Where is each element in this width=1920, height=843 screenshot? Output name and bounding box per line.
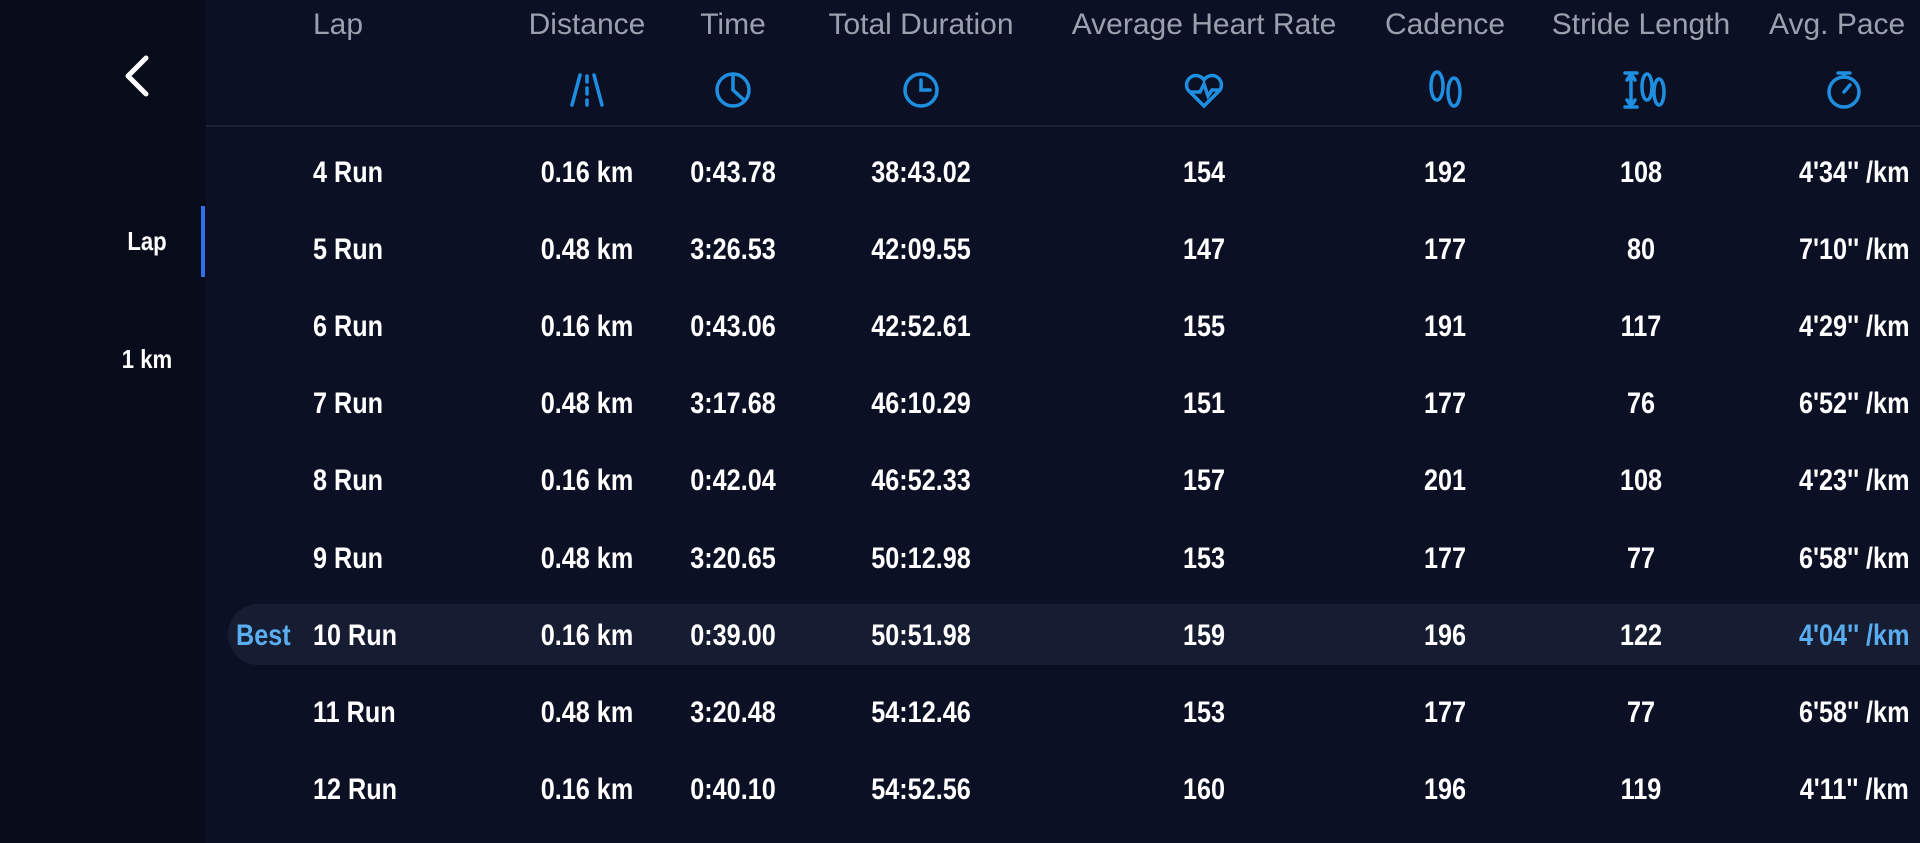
heart-rate-icon: [1184, 73, 1224, 109]
column-header: Avg. Pace: [1769, 8, 1906, 41]
table-cell: 196: [1423, 618, 1467, 652]
table-cell: 0.16 km: [540, 310, 634, 344]
table-cell: 4'29'' /km: [1798, 310, 1909, 344]
table-cell: 154: [1182, 156, 1226, 189]
table-cell: 157: [1182, 464, 1226, 498]
table-cell: 6 Run: [313, 310, 384, 344]
header-divider: [206, 125, 1920, 127]
table-cell: 177: [1423, 695, 1467, 729]
table-cell: 153: [1182, 541, 1226, 575]
duration-icon: [903, 72, 939, 108]
table-cell: 7'10'' /km: [1798, 233, 1909, 267]
table-cell: 191: [1423, 310, 1467, 344]
table-cell: 6'58'' /km: [1798, 541, 1909, 575]
tab-indicator: [201, 206, 205, 277]
table-cell: 50:51.98: [871, 618, 971, 652]
best-row-highlight: [228, 604, 1920, 665]
column-header: Lap: [313, 8, 364, 41]
column-header: Stride Length: [1551, 8, 1731, 41]
table-cell: 177: [1423, 233, 1467, 267]
table-cell: 4'34'' /km: [1798, 156, 1909, 189]
table-cell: 4'23'' /km: [1798, 464, 1909, 498]
time-icon: [715, 72, 751, 108]
table-cell: 0.48 km: [540, 695, 634, 729]
table-cell: 46:10.29: [871, 387, 971, 421]
table-cell: 0.48 km: [540, 233, 634, 267]
table-cell: 153: [1182, 695, 1226, 729]
table-cell: 177: [1423, 541, 1467, 575]
table-cell: 4 Run: [313, 156, 384, 189]
table-cell: 0:43.06: [690, 310, 776, 344]
table-cell: 160: [1182, 772, 1226, 806]
table-cell: 177: [1423, 387, 1467, 421]
table-cell: 201: [1423, 464, 1467, 498]
table-cell: 192: [1423, 156, 1467, 189]
table-cell: 9 Run: [313, 541, 384, 575]
table-cell: 122: [1619, 618, 1663, 652]
table-cell: 77: [1626, 541, 1656, 575]
distance-icon: [570, 73, 604, 107]
table-cell: 117: [1620, 310, 1662, 344]
sidebar-tab[interactable]: Lap: [127, 226, 167, 256]
stride-icon: [1623, 70, 1666, 110]
table-cell: 0.48 km: [540, 541, 634, 575]
table-cell: 76: [1626, 387, 1656, 421]
table-cell: 11 Run: [313, 695, 396, 729]
column-header: Average Heart Rate: [1071, 8, 1337, 41]
table-cell: 0:39.00: [690, 618, 776, 652]
table-cell: 54:52.56: [871, 772, 971, 806]
table-cell: 7 Run: [313, 387, 384, 421]
table-cell: 54:12.46: [871, 695, 971, 729]
table-cell: 42:09.55: [871, 233, 971, 267]
best-badge: Best: [236, 618, 291, 652]
table-cell: 155: [1182, 310, 1226, 344]
sidebar-tab[interactable]: 1 km: [121, 344, 173, 374]
table-cell: 0.16 km: [540, 618, 634, 652]
table-cell: 4'11'' /km: [1799, 772, 1909, 806]
table-cell: 38:43.02: [871, 156, 971, 189]
table-cell: 196: [1423, 772, 1467, 806]
table-cell: 80: [1626, 233, 1656, 267]
column-header: Distance: [528, 8, 646, 41]
table-cell: 0:42.04: [690, 464, 776, 498]
column-header: Total Duration: [828, 8, 1014, 41]
table-cell: 108: [1619, 156, 1663, 189]
column-icons: [570, 70, 1861, 110]
table-cell: 147: [1182, 233, 1226, 267]
table-cell: 0.16 km: [540, 772, 634, 806]
table-cell: 3:26.53: [690, 233, 776, 267]
table-cell: 77: [1626, 695, 1656, 729]
table-cell: 6'58'' /km: [1798, 695, 1909, 729]
table-cell: 8 Run: [313, 464, 384, 498]
column-header: Cadence: [1384, 8, 1506, 41]
back-button[interactable]: [120, 54, 154, 98]
table-cell: 159: [1182, 618, 1226, 652]
table-cell: 3:17.68: [690, 387, 776, 421]
table-cell: 10 Run: [313, 618, 398, 652]
table-cell: 3:20.65: [690, 541, 776, 575]
table-cell: 46:52.33: [871, 464, 971, 498]
table-cell: 50:12.98: [871, 541, 971, 575]
table-cell: 151: [1182, 387, 1226, 421]
table-cell: 3:20.48: [690, 695, 776, 729]
table-cell: 5 Run: [313, 233, 384, 267]
sidebar: [0, 0, 206, 843]
table-cell: 0.16 km: [540, 464, 634, 498]
table-cell: 6'52'' /km: [1798, 387, 1909, 421]
pace-icon: [1827, 71, 1861, 109]
table-cell: 0:43.78: [690, 156, 776, 189]
table-cell: 0.16 km: [540, 156, 634, 189]
column-header: Time: [700, 8, 766, 41]
table-cell: 0.48 km: [540, 387, 634, 421]
table-cell: 42:52.61: [871, 310, 971, 344]
table-cell: 4'04'' /km: [1798, 618, 1909, 652]
table-cell: 12 Run: [313, 772, 398, 806]
table-cell: 0:40.10: [690, 772, 776, 806]
table-cell: 108: [1619, 464, 1663, 498]
table-cell: 119: [1620, 772, 1662, 806]
cadence-icon: [1429, 70, 1462, 108]
